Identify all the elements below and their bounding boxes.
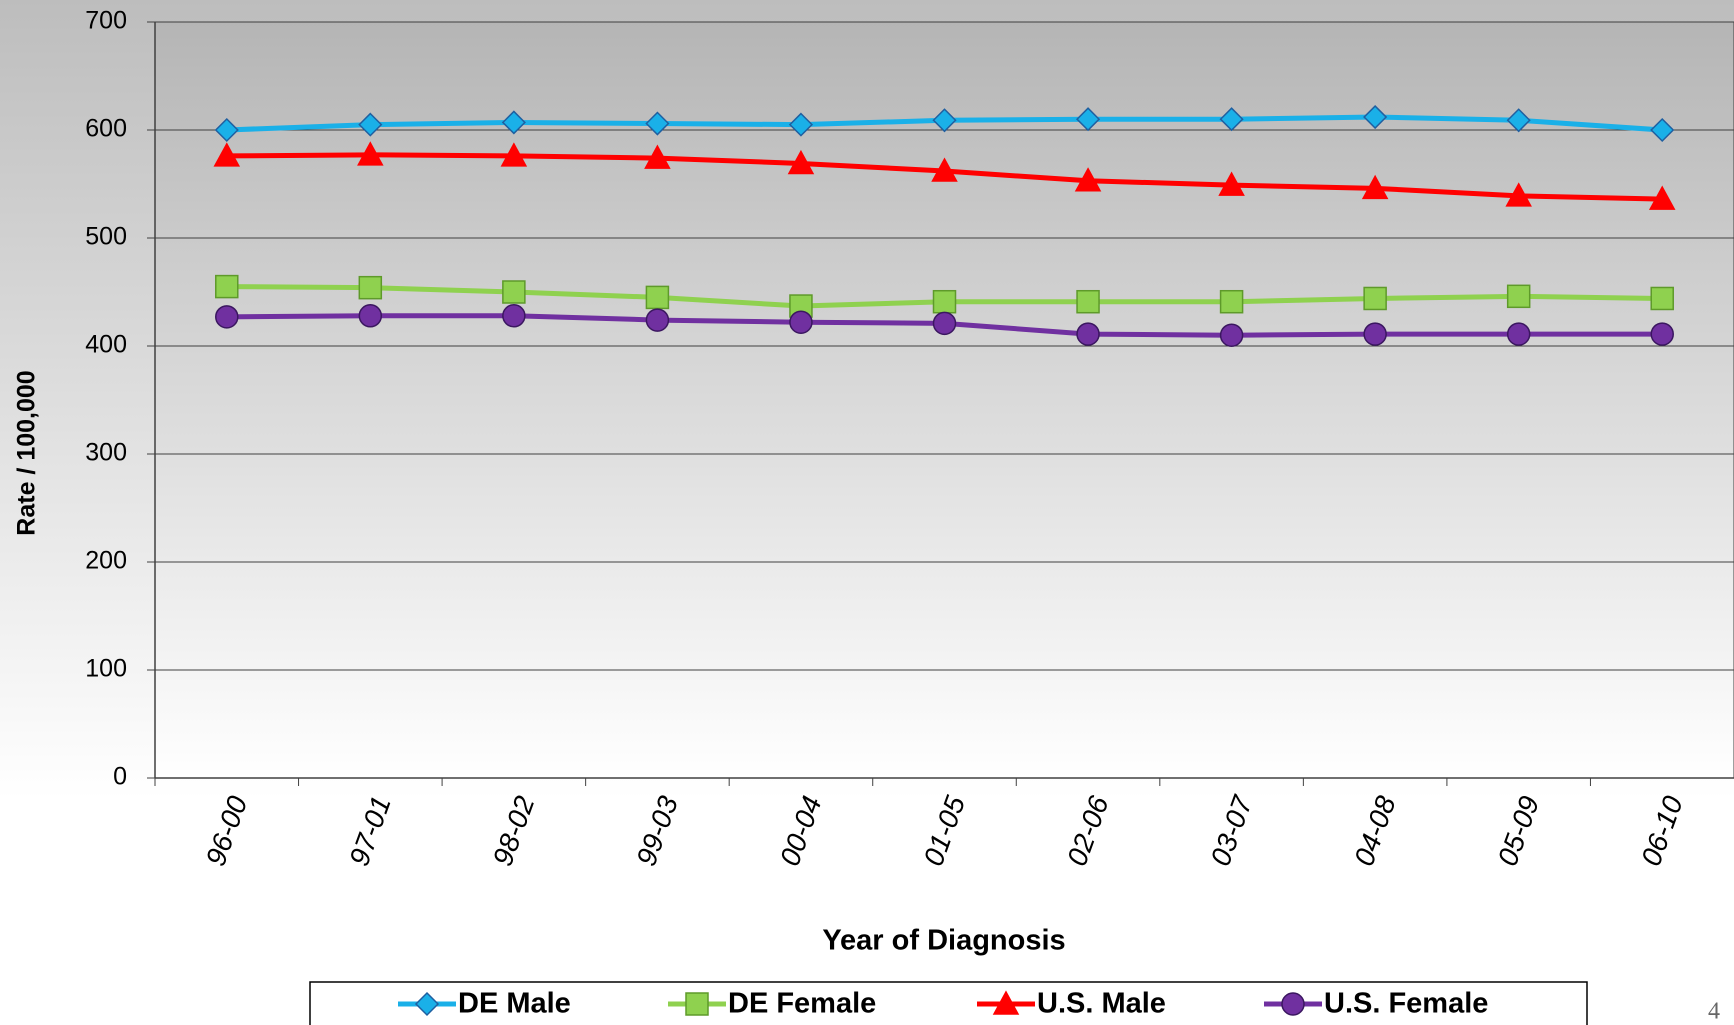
data-point (358, 112, 383, 137)
data-point (358, 304, 383, 328)
data-point (644, 144, 671, 169)
legend-label: DE Female (728, 988, 876, 1020)
data-point (357, 141, 384, 166)
data-point (1076, 289, 1100, 314)
data-point (1219, 289, 1244, 314)
y-tick-label: 300 (85, 439, 127, 467)
data-point (1361, 174, 1389, 200)
y-tick-label: 0 (113, 763, 127, 791)
data-point (645, 111, 670, 136)
x-axis-title: Year of Diagnosis (822, 925, 1065, 957)
data-point (214, 117, 239, 143)
data-point (215, 305, 239, 329)
data-point (358, 275, 383, 300)
data-point (932, 289, 957, 314)
data-point (932, 311, 957, 336)
data-point (502, 280, 526, 304)
data-point (1650, 117, 1675, 143)
data-point (1650, 322, 1674, 346)
y-tick-label: 400 (85, 331, 127, 359)
data-point (502, 304, 526, 328)
data-point (213, 142, 241, 167)
data-point (932, 108, 957, 133)
data-point (645, 285, 670, 310)
legend-marker (1281, 992, 1305, 1016)
y-axis-title: Rate / 100,000 (13, 370, 41, 535)
data-point (1075, 107, 1101, 132)
data-point (787, 149, 815, 175)
data-point (215, 274, 239, 299)
data-point (1218, 171, 1245, 196)
data-point (501, 110, 526, 135)
data-point (931, 157, 958, 182)
data-point (1505, 182, 1532, 207)
data-point (1648, 185, 1676, 210)
y-tick-label: 100 (85, 655, 127, 683)
data-point (1074, 167, 1102, 192)
data-point (1219, 323, 1244, 347)
data-point (1363, 322, 1387, 346)
data-point (1219, 107, 1244, 132)
data-point (500, 142, 528, 167)
legend-label: U.S. Male (1037, 988, 1166, 1020)
data-point (789, 310, 813, 334)
y-tick-label: 600 (85, 115, 127, 143)
legend-label: U.S. Female (1324, 988, 1488, 1020)
y-tick-label: 500 (85, 223, 127, 251)
y-tick-label: 200 (85, 547, 127, 575)
data-point (1650, 286, 1674, 311)
data-point (645, 308, 670, 332)
data-point (1506, 108, 1531, 133)
plot-area (154, 21, 1734, 779)
legend-marker (685, 992, 709, 1016)
legend-box (309, 981, 1588, 1025)
page-number: 4 (1708, 999, 1720, 1025)
legend-marker (414, 991, 440, 1017)
legend-label: DE Male (458, 988, 571, 1020)
data-point (1363, 104, 1388, 130)
y-tick-label: 700 (85, 7, 127, 35)
data-point (1506, 322, 1531, 346)
data-point (1363, 286, 1387, 311)
data-point (1076, 322, 1100, 346)
legend-marker (992, 990, 1020, 1015)
data-point (788, 112, 814, 137)
data-point (1506, 284, 1531, 309)
